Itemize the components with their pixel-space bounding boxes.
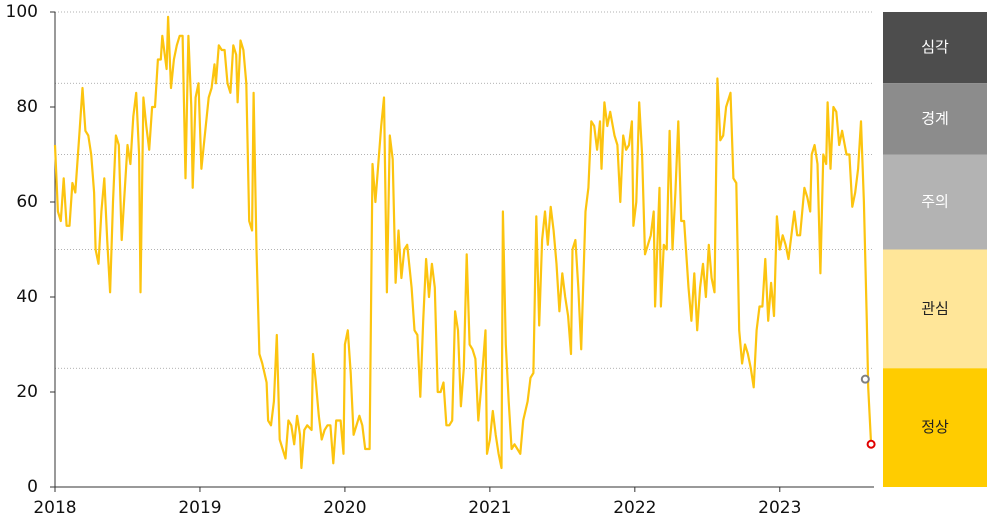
end-marker xyxy=(866,439,876,449)
status-band xyxy=(883,12,987,84)
y-tick-label: 40 xyxy=(16,287,38,307)
data-line xyxy=(53,15,873,470)
band-label: 심각 xyxy=(921,38,949,56)
band-label: 주의 xyxy=(921,193,949,211)
band-label: 정상 xyxy=(921,418,949,436)
x-tick-label: 2018 xyxy=(33,498,76,518)
x-tick-label: 2019 xyxy=(178,498,221,518)
status-band xyxy=(883,249,987,369)
y-tick-label: 60 xyxy=(16,192,38,212)
end-marker xyxy=(860,374,870,384)
status-band xyxy=(883,154,987,250)
band-label: 경계 xyxy=(921,109,949,127)
status-band xyxy=(883,368,987,487)
x-tick-label: 2020 xyxy=(323,498,366,518)
y-tick-label: 80 xyxy=(16,97,38,117)
y-tick-label: 20 xyxy=(16,382,38,402)
y-tick-label: 0 xyxy=(27,477,38,497)
x-tick-label: 2023 xyxy=(758,498,801,518)
status-band xyxy=(883,83,987,155)
band-label: 관심 xyxy=(921,299,949,317)
x-tick-label: 2022 xyxy=(613,498,656,518)
x-tick-label: 2021 xyxy=(468,498,511,518)
y-tick-label: 100 xyxy=(6,2,38,22)
